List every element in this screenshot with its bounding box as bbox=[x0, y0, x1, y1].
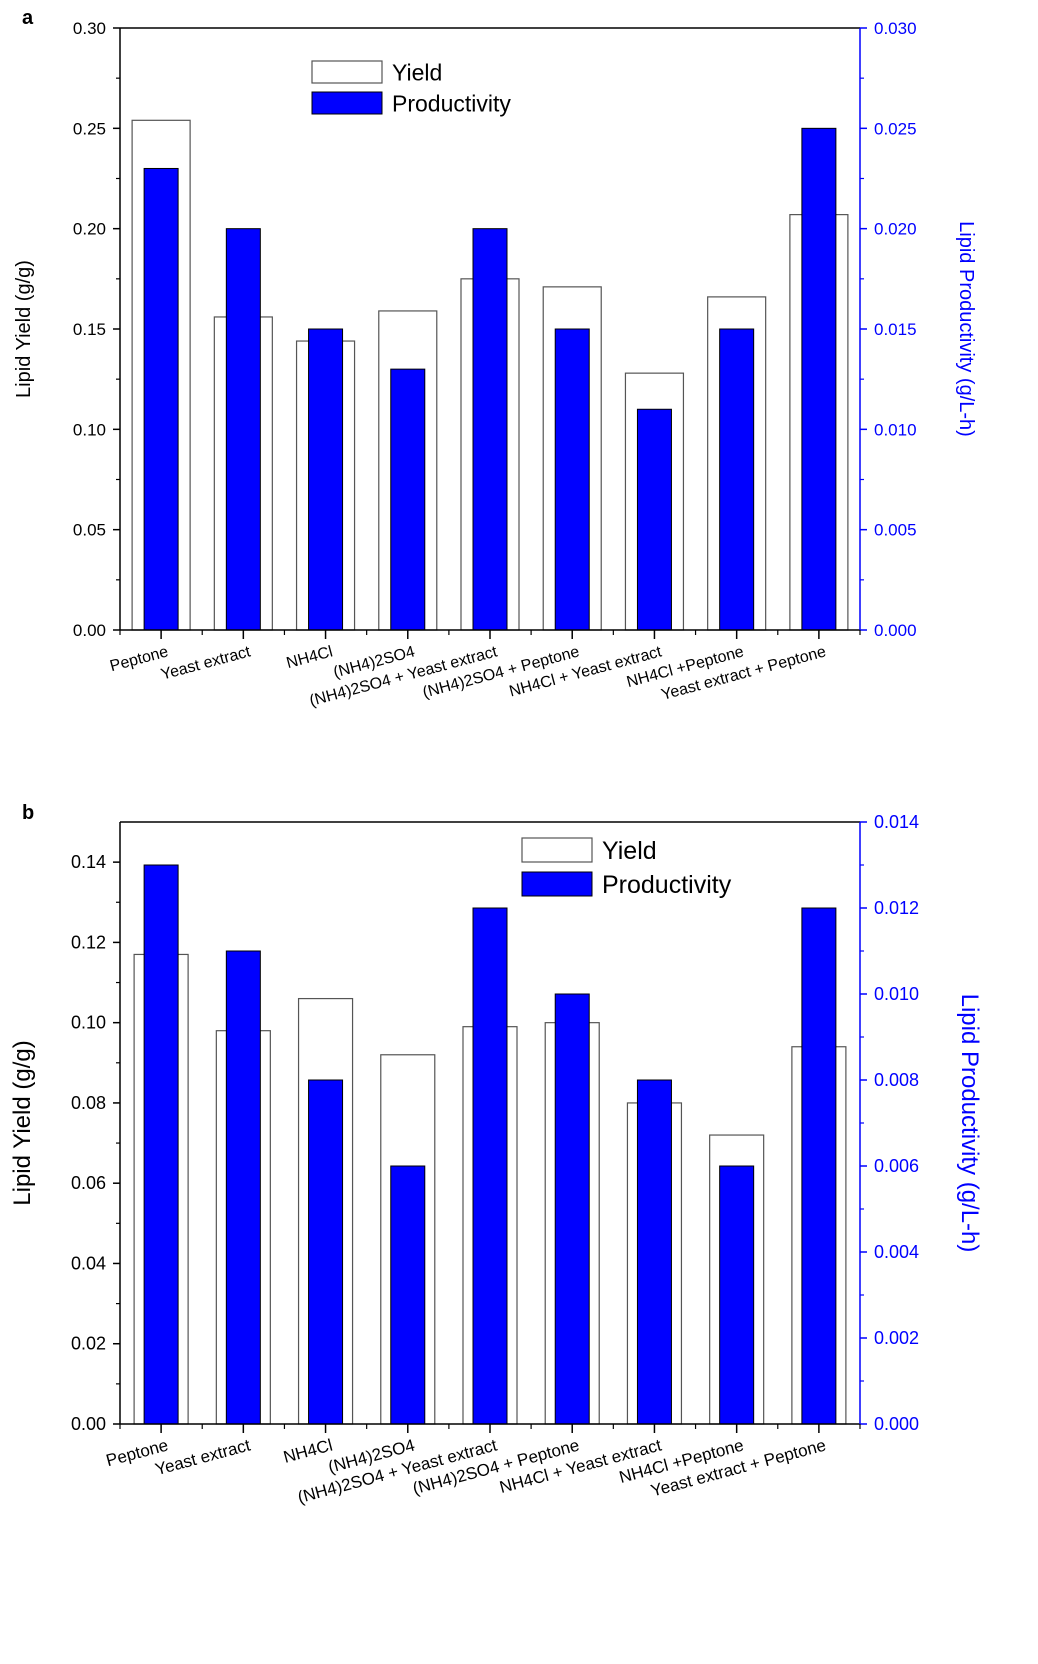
y2-axis-title: Lipid Productivity (g/L-h) bbox=[956, 994, 983, 1253]
y-tick-label: 0.30 bbox=[73, 19, 106, 38]
chart-panel-a: a 0.00 0.05 0.10 0.15 0.20 0.25 0.30 0.000 0.005 0… bbox=[13, 7, 977, 710]
y2-tick-label: 0.008 bbox=[874, 1070, 919, 1090]
legend-swatch-yield bbox=[311, 60, 383, 84]
bar-productivity bbox=[719, 1165, 755, 1425]
y2-tick-label: 0.025 bbox=[874, 119, 917, 138]
y2-tick-label: 0.020 bbox=[874, 220, 917, 239]
y2-tick-label: 0.004 bbox=[874, 1242, 919, 1262]
legend-swatch-productivity bbox=[311, 91, 383, 115]
y-tick-label: 0.00 bbox=[71, 1414, 106, 1434]
legend-label-yield: Yield bbox=[602, 837, 657, 865]
y-tick-label: 0.25 bbox=[73, 119, 106, 138]
y-tick-label: 0.14 bbox=[71, 852, 106, 872]
panel-label: a bbox=[22, 7, 34, 29]
bar-productivity bbox=[554, 993, 590, 1425]
legend-label-yield: Yield bbox=[392, 59, 442, 85]
y-axis-title: Lipid Yield (g/g) bbox=[9, 1040, 36, 1205]
y-tick-label: 0.00 bbox=[73, 621, 106, 640]
y2-axis-title: Lipid Productivity (g/L-h) bbox=[955, 221, 977, 437]
y2-tick-label: 0.000 bbox=[874, 1414, 919, 1434]
y-tick-label: 0.15 bbox=[73, 320, 106, 339]
legend: Yield Productivity bbox=[311, 59, 511, 116]
bar-productivity bbox=[801, 127, 837, 631]
y-tick-label: 0.06 bbox=[71, 1173, 106, 1193]
y-tick-label: 0.04 bbox=[71, 1253, 106, 1273]
y-tick-label: 0.10 bbox=[73, 420, 106, 439]
y-tick-label: 0.10 bbox=[71, 1013, 106, 1033]
bar-productivity bbox=[390, 368, 426, 631]
y-axis-title: Lipid Yield (g/g) bbox=[13, 260, 35, 398]
x-tick-label: NH4Cl bbox=[285, 643, 335, 672]
legend-label-productivity: Productivity bbox=[392, 90, 511, 116]
y2-tick-label: 0.005 bbox=[874, 521, 917, 540]
y-tick-label: 0.08 bbox=[71, 1093, 106, 1113]
panel-label: b bbox=[22, 802, 34, 824]
y2-tick-label: 0.030 bbox=[874, 19, 917, 38]
legend: Yield Productivity bbox=[521, 837, 732, 899]
y2-tick-label: 0.010 bbox=[874, 420, 917, 439]
y2-tick-label: 0.002 bbox=[874, 1328, 919, 1348]
bar-productivity bbox=[636, 408, 672, 631]
y-tick-label: 0.02 bbox=[71, 1334, 106, 1354]
bar-productivity bbox=[308, 1079, 344, 1425]
x-tick-label: Yeast extract bbox=[153, 1435, 253, 1479]
legend-swatch-yield bbox=[521, 837, 593, 863]
bar-productivity bbox=[472, 228, 508, 631]
bar-productivity bbox=[636, 1079, 672, 1425]
bar-productivity bbox=[719, 328, 755, 631]
bar-productivity bbox=[472, 907, 508, 1425]
y2-tick-label: 0.014 bbox=[874, 812, 919, 832]
y2-tick-label: 0.010 bbox=[874, 984, 919, 1004]
bar-productivity bbox=[225, 950, 261, 1425]
chart-panel-b: b 0.00 0.02 0.04 0.06 0.08 0.10 0.12 0.14 0.000 0.… bbox=[9, 802, 983, 1507]
y2-tick-label: 0.012 bbox=[874, 898, 919, 918]
bar-productivity bbox=[390, 1165, 426, 1425]
legend-swatch-productivity bbox=[521, 871, 593, 897]
bar-productivity bbox=[308, 328, 344, 631]
y-tick-label: 0.05 bbox=[73, 521, 106, 540]
y2-tick-label: 0.000 bbox=[874, 621, 917, 640]
y-tick-label: 0.20 bbox=[73, 220, 106, 239]
y-tick-label: 0.12 bbox=[71, 932, 106, 952]
bar-productivity bbox=[143, 864, 179, 1425]
y2-tick-label: 0.015 bbox=[874, 320, 917, 339]
legend-label-productivity: Productivity bbox=[602, 871, 732, 899]
bar-productivity bbox=[554, 328, 590, 631]
bar-productivity bbox=[225, 228, 261, 631]
bar-productivity bbox=[143, 167, 179, 631]
x-tick-label: Yeast extract bbox=[159, 643, 253, 683]
y2-tick-label: 0.006 bbox=[874, 1156, 919, 1176]
bar-productivity bbox=[801, 907, 837, 1425]
